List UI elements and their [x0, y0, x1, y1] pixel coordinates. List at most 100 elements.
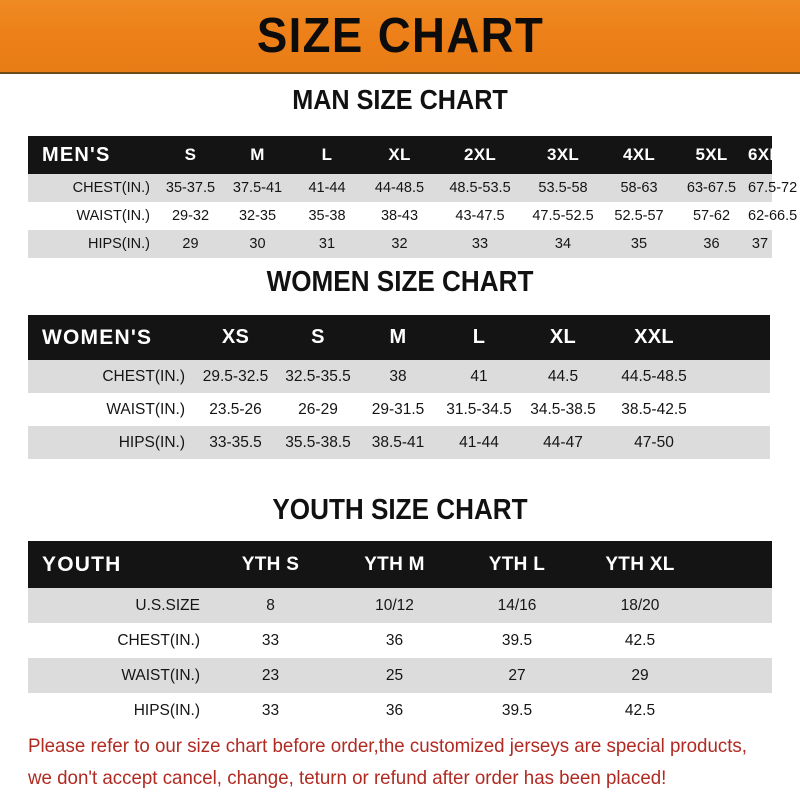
- women-waist-xl: 34.5-38.5: [520, 393, 606, 426]
- women-chest-xxl: 44.5-48.5: [606, 360, 702, 393]
- men-chest-s: 35-37.5: [158, 174, 223, 202]
- youth-ussize-l: 14/16: [456, 588, 578, 623]
- youth-ussize-m: 10/12: [333, 588, 456, 623]
- men-col-6xl: 6XL: [748, 136, 780, 174]
- table-row: WAIST(IN.) 23 25 27 29: [28, 658, 772, 693]
- table-header-row: WOMEN'S XS S M L XL XXL: [28, 315, 770, 360]
- men-col-m: M: [223, 136, 292, 174]
- table-row: HIPS(IN.) 29 30 31 32 33 34 35 36 37: [28, 230, 772, 258]
- men-header-label: MEN'S: [28, 136, 158, 174]
- table-header-row: YOUTH YTH S YTH M YTH L YTH XL: [28, 541, 772, 588]
- youth-chest-l: 39.5: [456, 623, 578, 658]
- men-chest-m: 37.5-41: [223, 174, 292, 202]
- youth-hips-blank: [702, 693, 772, 728]
- men-waist-2xl: 43-47.5: [437, 202, 523, 230]
- page-banner: SIZE CHART: [0, 0, 800, 74]
- men-col-l: L: [292, 136, 362, 174]
- men-hips-6xl: 37: [748, 230, 772, 258]
- men-size-table: MEN'S S M L XL 2XL 3XL 4XL 5XL 6XL CHEST…: [28, 136, 797, 258]
- youth-ussize-blank: [702, 588, 772, 623]
- men-hips-m: 30: [223, 230, 292, 258]
- men-waist-l: 35-38: [292, 202, 362, 230]
- table-row: CHEST(IN.) 33 36 39.5 42.5: [28, 623, 772, 658]
- women-waist-xxl: 38.5-42.5: [606, 393, 702, 426]
- men-col-xl: XL: [362, 136, 437, 174]
- men-chest-xl: 44-48.5: [362, 174, 437, 202]
- women-chest-xl: 44.5: [520, 360, 606, 393]
- women-hips-blank: [702, 426, 770, 459]
- men-hips-4xl: 35: [603, 230, 675, 258]
- men-chest-l: 41-44: [292, 174, 362, 202]
- youth-ussize-xl: 18/20: [578, 588, 702, 623]
- women-size-table: WOMEN'S XS S M L XL XXL CHEST(IN.) 29.5-…: [28, 315, 770, 459]
- youth-waist-l: 27: [456, 658, 578, 693]
- youth-col-blank: [702, 541, 772, 588]
- women-col-m: M: [358, 315, 438, 360]
- youth-row-label-ussize: U.S.SIZE: [28, 588, 208, 623]
- youth-ussize-s: 8: [208, 588, 333, 623]
- women-waist-blank: [702, 393, 770, 426]
- youth-hips-s: 33: [208, 693, 333, 728]
- men-col-3xl: 3XL: [523, 136, 603, 174]
- women-header-label: WOMEN'S: [28, 315, 193, 360]
- youth-waist-s: 23: [208, 658, 333, 693]
- table-row: HIPS(IN.) 33-35.5 35.5-38.5 38.5-41 41-4…: [28, 426, 770, 459]
- women-row-label-chest: CHEST(IN.): [28, 360, 193, 393]
- men-col-4xl: 4XL: [603, 136, 675, 174]
- men-waist-5xl: 57-62: [675, 202, 748, 230]
- men-hips-l: 31: [292, 230, 362, 258]
- women-waist-m: 29-31.5: [358, 393, 438, 426]
- women-row-label-hips: HIPS(IN.): [28, 426, 193, 459]
- women-chest-blank: [702, 360, 770, 393]
- women-row-label-waist: WAIST(IN.): [28, 393, 193, 426]
- women-hips-s: 35.5-38.5: [278, 426, 358, 459]
- order-notice-line-2: we don't accept cancel, change, teturn o…: [28, 767, 667, 789]
- table-row: CHEST(IN.) 29.5-32.5 32.5-35.5 38 41 44.…: [28, 360, 770, 393]
- youth-chest-m: 36: [333, 623, 456, 658]
- women-hips-xs: 33-35.5: [193, 426, 278, 459]
- men-hips-2xl: 33: [437, 230, 523, 258]
- youth-hips-m: 36: [333, 693, 456, 728]
- table-row: WAIST(IN.) 23.5-26 26-29 29-31.5 31.5-34…: [28, 393, 770, 426]
- men-hips-3xl: 34: [523, 230, 603, 258]
- men-waist-m: 32-35: [223, 202, 292, 230]
- women-col-l: L: [438, 315, 520, 360]
- youth-waist-m: 25: [333, 658, 456, 693]
- men-waist-s: 29-32: [158, 202, 223, 230]
- men-chest-3xl: 53.5-58: [523, 174, 603, 202]
- women-col-xxl: XXL: [606, 315, 702, 360]
- women-chest-m: 38: [358, 360, 438, 393]
- youth-section-title: YOUTH SIZE CHART: [272, 494, 528, 526]
- women-section-title: WOMEN SIZE CHART: [266, 266, 534, 298]
- women-hips-l: 41-44: [438, 426, 520, 459]
- women-hips-xl: 44-47: [520, 426, 606, 459]
- order-notice-line-1: Please refer to our size chart before or…: [28, 735, 747, 757]
- women-chest-xs: 29.5-32.5: [193, 360, 278, 393]
- women-col-blank: [702, 315, 770, 360]
- women-waist-xs: 23.5-26: [193, 393, 278, 426]
- youth-chest-xl: 42.5: [578, 623, 702, 658]
- youth-hips-xl: 42.5: [578, 693, 702, 728]
- youth-col-xl: YTH XL: [578, 541, 702, 588]
- men-waist-6xl: 62-66.5: [748, 202, 797, 230]
- women-waist-s: 26-29: [278, 393, 358, 426]
- men-col-s: S: [158, 136, 223, 174]
- youth-chest-blank: [702, 623, 772, 658]
- women-chest-s: 32.5-35.5: [278, 360, 358, 393]
- youth-header-label: YOUTH: [28, 541, 208, 588]
- men-col-5xl: 5XL: [675, 136, 748, 174]
- men-chest-5xl: 63-67.5: [675, 174, 748, 202]
- youth-row-label-hips: HIPS(IN.): [28, 693, 208, 728]
- men-chest-6xl: 67.5-72: [748, 174, 797, 202]
- men-chest-4xl: 58-63: [603, 174, 675, 202]
- men-waist-4xl: 52.5-57: [603, 202, 675, 230]
- men-row-label-waist: WAIST(IN.): [28, 202, 158, 230]
- men-hips-xl: 32: [362, 230, 437, 258]
- women-hips-xxl: 47-50: [606, 426, 702, 459]
- youth-chest-s: 33: [208, 623, 333, 658]
- men-row-label-hips: HIPS(IN.): [28, 230, 158, 258]
- women-chest-l: 41: [438, 360, 520, 393]
- men-col-2xl: 2XL: [437, 136, 523, 174]
- youth-col-l: YTH L: [456, 541, 578, 588]
